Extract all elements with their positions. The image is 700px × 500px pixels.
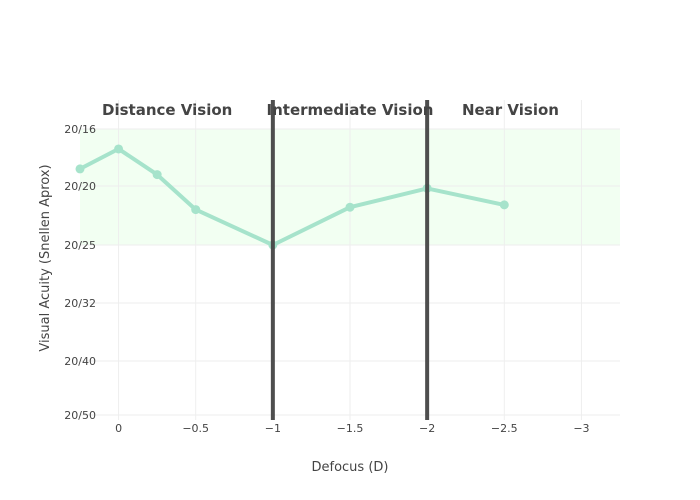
x-axis-title: Defocus (D) xyxy=(312,460,389,475)
region-label: Intermediate Vision xyxy=(267,101,434,119)
y-axis-title: Visual Acuity (Snellen Aprox) xyxy=(38,164,53,351)
region-dividers xyxy=(270,100,430,420)
region-labels: Distance Vision Intermediate Vision Near V… xyxy=(102,101,559,119)
series-point xyxy=(75,164,85,174)
x-tick-label: −2.5 xyxy=(491,422,518,435)
series-point xyxy=(345,202,355,212)
x-tick-labels: 0 −0.5 −1 −1.5 −2 −2.5 −3 xyxy=(115,422,589,435)
x-tick-label: −1.5 xyxy=(337,422,364,435)
x-tick-label: 0 xyxy=(115,422,122,435)
y-tick-labels: 20/16 20/20 20/25 20/32 20/40 20/50 xyxy=(64,123,96,422)
x-tick-label: −0.5 xyxy=(182,422,209,435)
x-tick-label: −2 xyxy=(419,422,435,435)
series-point xyxy=(114,144,124,154)
y-tick-label: 20/16 xyxy=(64,123,96,136)
region-label: Distance Vision xyxy=(102,101,232,119)
series-point xyxy=(152,170,162,180)
y-tick-label: 20/40 xyxy=(64,355,96,368)
y-tick-label: 20/50 xyxy=(64,409,96,422)
series-point xyxy=(191,205,201,215)
y-tick-label: 20/20 xyxy=(64,180,96,193)
y-tick-label: 20/32 xyxy=(64,297,96,310)
x-tick-label: −3 xyxy=(573,422,589,435)
series-point xyxy=(499,200,509,210)
x-tick-label: −1 xyxy=(265,422,281,435)
region-label: Near Vision xyxy=(462,101,559,119)
series-line xyxy=(78,146,507,247)
y-tick-label: 20/25 xyxy=(64,239,96,252)
